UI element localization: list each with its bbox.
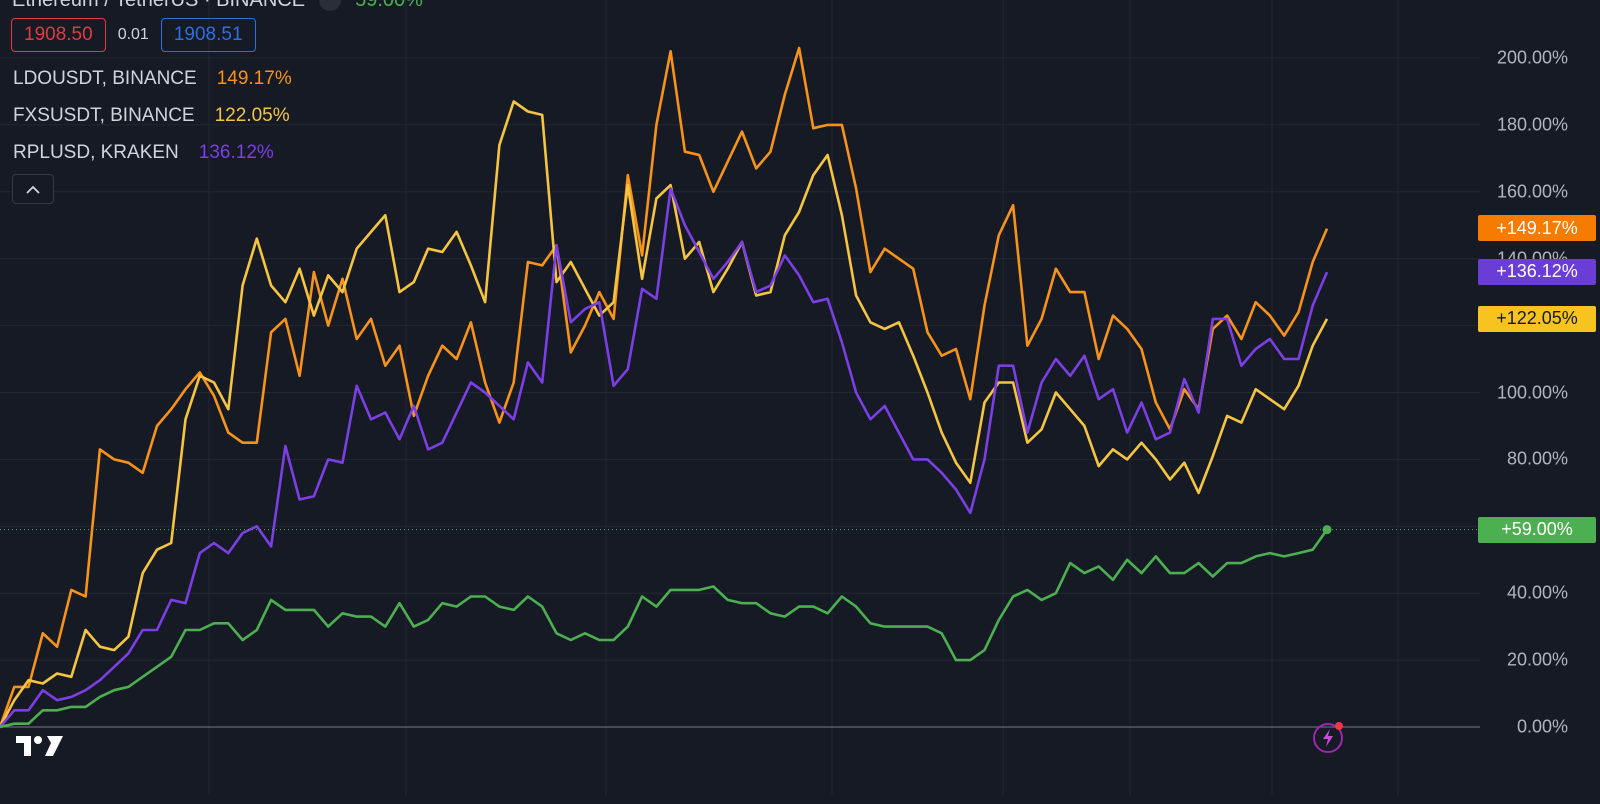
symbol-title-text: Ethereum / TetherUS · BINANCE bbox=[12, 0, 305, 12]
sell-price-button[interactable]: 1908.50 bbox=[11, 18, 106, 52]
y-tick-label: 20.00% bbox=[1506, 649, 1568, 670]
y-tick-label: 80.00% bbox=[1506, 448, 1568, 469]
market-status-icon bbox=[319, 0, 342, 11]
y-tick-label: 180.00% bbox=[1496, 114, 1568, 135]
spread-value: 0.01 bbox=[117, 26, 149, 43]
legend-value: 149.17% bbox=[216, 68, 292, 89]
series-line-ldousdt[interactable] bbox=[0, 46, 1329, 728]
y-tick-label: 160.00% bbox=[1496, 181, 1568, 202]
legend-item-fxsusdt[interactable]: FXSUSDT, BINANCE 122.05% bbox=[13, 105, 290, 127]
legend-item-ldousdt[interactable]: LDOUSDT, BINANCE 149.17% bbox=[13, 68, 292, 90]
legend-symbol: RPLUSD, KRAKEN bbox=[13, 142, 179, 163]
y-tick-label: 0.00% bbox=[1516, 716, 1568, 737]
last-value-badge: +59.00% bbox=[1478, 516, 1596, 543]
last-value-badge: +149.17% bbox=[1478, 215, 1596, 242]
y-tick-label: 40.00% bbox=[1506, 582, 1568, 603]
price-quote-row: 1908.50 0.01 1908.51 bbox=[11, 18, 256, 52]
legend-item-rplusd[interactable]: RPLUSD, KRAKEN 136.12% bbox=[13, 142, 274, 164]
legend-symbol: LDOUSDT, BINANCE bbox=[13, 68, 197, 89]
y-tick-label: 200.00% bbox=[1496, 47, 1568, 68]
chevron-up-icon bbox=[26, 185, 40, 194]
main-change-value: 59.00% bbox=[355, 0, 423, 12]
legend-symbol: FXSUSDT, BINANCE bbox=[13, 105, 195, 126]
series-line-ethusdt[interactable] bbox=[0, 528, 1329, 729]
last-value-badge: +122.05% bbox=[1478, 305, 1596, 332]
legend-value: 136.12% bbox=[198, 142, 274, 163]
series-line-fxsusdt[interactable] bbox=[0, 100, 1329, 728]
series-line-rplusd[interactable] bbox=[0, 187, 1329, 728]
collapse-legend-button[interactable] bbox=[12, 174, 54, 204]
lightning-bolt-icon[interactable] bbox=[1311, 720, 1345, 754]
legend-value: 122.05% bbox=[214, 105, 290, 126]
y-tick-label: 100.00% bbox=[1496, 382, 1568, 402]
last-value-dot bbox=[1322, 525, 1332, 535]
grid-layer bbox=[0, 0, 1480, 795]
symbol-title[interactable]: Ethereum / TetherUS · BINANCE 59.00% bbox=[12, 0, 423, 12]
series-layer bbox=[0, 46, 1480, 729]
buy-price-button[interactable]: 1908.51 bbox=[160, 18, 256, 52]
tradingview-logo-icon[interactable] bbox=[16, 734, 64, 758]
last-value-badge: +136.12% bbox=[1478, 258, 1596, 285]
